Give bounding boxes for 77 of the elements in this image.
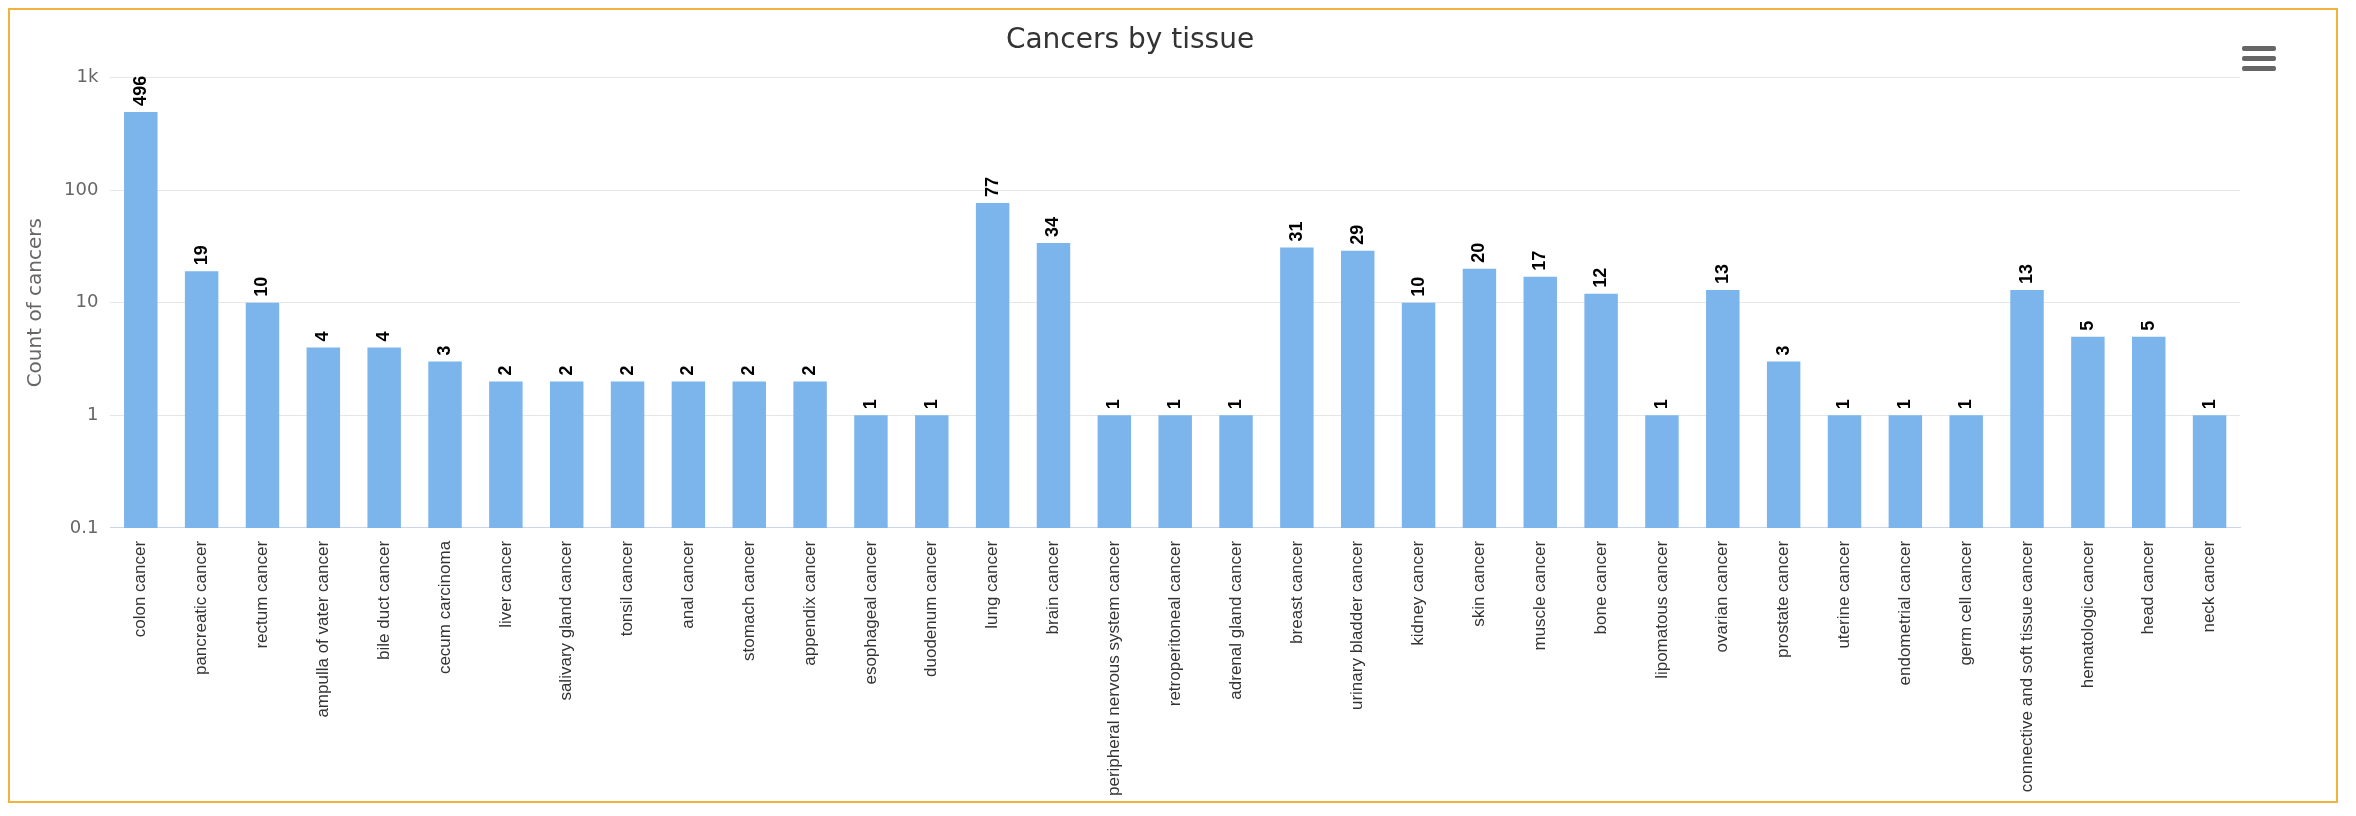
data-label: 13 <box>2016 263 2036 284</box>
x-tick-label: salivary gland cancer <box>556 540 576 701</box>
data-label: 2 <box>494 365 515 376</box>
data-label: 1 <box>1103 399 1124 410</box>
x-tick-label: endometrial cancer <box>1895 540 1915 686</box>
data-label: 2 <box>555 365 576 376</box>
data-label: 10 <box>251 276 272 297</box>
y-tick-label: 0.1 <box>69 515 99 537</box>
data-label: 4 <box>373 331 394 342</box>
data-label: 2 <box>616 365 637 376</box>
data-label: 1 <box>1833 399 1854 410</box>
data-label: 1 <box>1955 399 1976 410</box>
x-tick-label: breast cancer <box>1286 540 1306 644</box>
data-label: 5 <box>2076 320 2097 331</box>
y-tick-label: 10 <box>75 290 99 312</box>
x-tick-label: pancreatic cancer <box>191 540 211 676</box>
data-label: 12 <box>1590 267 1611 288</box>
data-label: 1 <box>1894 399 1915 410</box>
x-tick-label: cecum carcinoma <box>434 540 454 675</box>
data-label: 2 <box>738 365 759 376</box>
x-tick-label: germ cell cancer <box>1955 540 1975 666</box>
x-tick-label: bile duct cancer <box>373 540 393 660</box>
x-tick-label: esophageal cancer <box>860 540 880 685</box>
x-tick-label: kidney cancer <box>1408 540 1428 646</box>
x-tick-label: muscle cancer <box>1529 540 1549 651</box>
x-tick-label: bone cancer <box>1590 540 1610 635</box>
data-label: 77 <box>981 176 1002 197</box>
x-tick-label: urinary bladder cancer <box>1347 540 1367 711</box>
data-label: 10 <box>1407 276 1428 297</box>
x-tick-label: skin cancer <box>1469 540 1489 627</box>
data-label: 4 <box>312 331 333 342</box>
x-tick-label: anal cancer <box>678 540 698 629</box>
data-label: 1 <box>859 399 880 410</box>
x-tick-label: prostate cancer <box>1773 540 1793 659</box>
data-label: 19 <box>190 245 211 266</box>
x-tick-label: ampulla of vater cancer <box>313 540 333 718</box>
data-label: 20 <box>1468 242 1489 263</box>
x-tick-label: uterine cancer <box>1834 540 1854 649</box>
data-label: 1 <box>1224 399 1245 410</box>
x-tick-label: rectum cancer <box>252 540 272 649</box>
data-label: 17 <box>1529 250 1550 271</box>
x-tick-label: colon cancer <box>130 540 150 638</box>
x-tick-label: liver cancer <box>495 540 515 628</box>
data-label: 3 <box>433 345 454 356</box>
y-axis-title: Count of cancers <box>22 218 47 388</box>
data-label: 1 <box>1164 399 1185 410</box>
y-tick-label: 1 <box>86 402 99 424</box>
x-tick-label: tonsil cancer <box>617 540 637 637</box>
data-label: 1 <box>2198 399 2219 410</box>
data-label: 31 <box>1285 221 1306 242</box>
x-tick-label: appendix cancer <box>799 540 819 666</box>
x-tick-label: duodenum cancer <box>921 540 941 677</box>
x-tick-label: adrenal gland cancer <box>1225 540 1245 700</box>
data-label: 1 <box>920 399 941 410</box>
data-label: 13 <box>1711 263 1732 284</box>
data-label: 34 <box>1042 216 1063 237</box>
x-tick-label: connective and soft tissue cancer <box>2016 540 2036 793</box>
data-label: 2 <box>799 365 820 376</box>
y-tick-label: 1k <box>76 65 99 87</box>
data-label: 1 <box>1650 399 1671 410</box>
x-tick-label: stomach cancer <box>738 540 758 661</box>
x-tick-label: brain cancer <box>1043 540 1063 635</box>
x-tick-label: hematologic cancer <box>2077 540 2097 689</box>
data-label: 496 <box>129 75 150 106</box>
x-tick-label: ovarian cancer <box>1712 540 1732 653</box>
y-tick-label: 100 <box>64 177 99 199</box>
x-tick-label: lipomatous cancer <box>1651 540 1671 679</box>
x-tick-label: peripheral nervous system cancer <box>1104 540 1124 797</box>
data-label: 5 <box>2137 320 2158 331</box>
data-label: 2 <box>677 365 698 376</box>
data-label: 29 <box>1346 224 1367 245</box>
x-tick-label: head cancer <box>2138 540 2158 635</box>
x-tick-label: lung cancer <box>982 540 1002 629</box>
chart-title: Cancers by tissue <box>1005 22 1255 56</box>
x-tick-label: retroperitoneal cancer <box>1164 540 1184 707</box>
x-tick-label: neck cancer <box>2199 540 2219 633</box>
data-label: 3 <box>1772 345 1793 356</box>
